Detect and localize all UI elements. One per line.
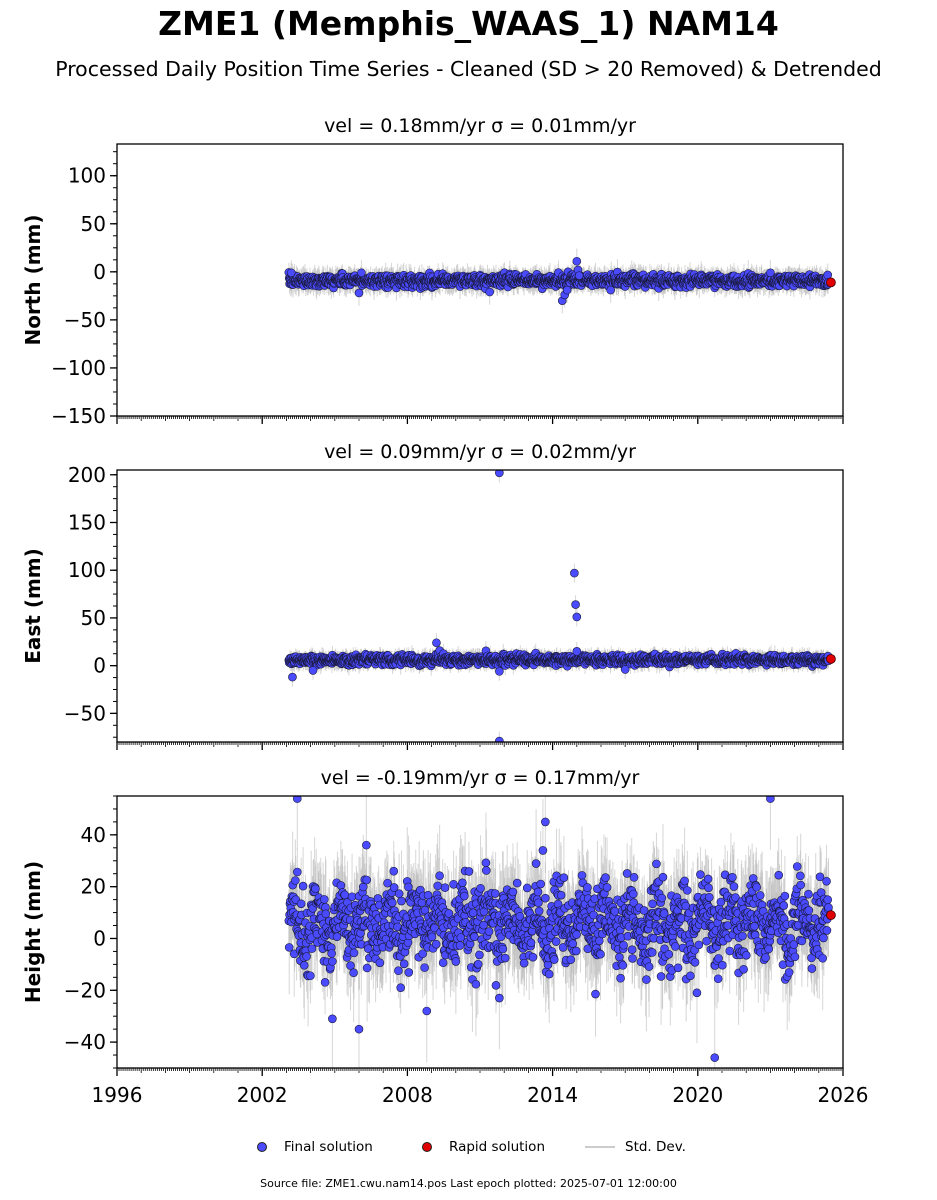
panel-north: vel = 0.18mm/yr σ = 0.01mm/yr −150 −100 −50… xyxy=(21,115,844,428)
final-solution-point xyxy=(354,288,364,298)
main-title: ZME1 (Memphis_WAAS_1) NAM14 xyxy=(158,4,779,43)
panel-title-north: vel = 0.18mm/yr σ = 0.01mm/yr xyxy=(324,115,636,137)
subtitle: Processed Daily Position Time Series - C… xyxy=(55,57,882,81)
y-tick-label: 50 xyxy=(81,212,106,236)
final-solution-point xyxy=(574,271,584,280)
panel-title-east: vel = 0.09mm/yr σ = 0.02mm/yr xyxy=(324,441,636,463)
y-tick-label: 0 xyxy=(93,260,106,284)
y-tick-label: 100 xyxy=(68,164,106,188)
final-solution-point xyxy=(572,256,582,266)
y-tick-label: −50 xyxy=(64,308,106,332)
y-tick-label: −150 xyxy=(51,404,106,428)
panel-east: vel = 0.09mm/yr σ = 0.02mm/yr−5005010015… xyxy=(21,441,844,750)
rapid-solution-point xyxy=(826,277,836,288)
final-solution-point xyxy=(357,268,366,278)
final-solution-point xyxy=(766,268,775,278)
final-solution-point xyxy=(562,285,572,295)
final-solution-point xyxy=(485,287,494,297)
final-solution-point xyxy=(286,268,296,278)
y-axis-label-north: North (mm) xyxy=(21,214,45,345)
plot-area-north xyxy=(284,248,836,314)
y-tick-label: −100 xyxy=(51,356,106,380)
plot-area-east xyxy=(284,470,836,742)
final-solution-point xyxy=(606,285,615,295)
